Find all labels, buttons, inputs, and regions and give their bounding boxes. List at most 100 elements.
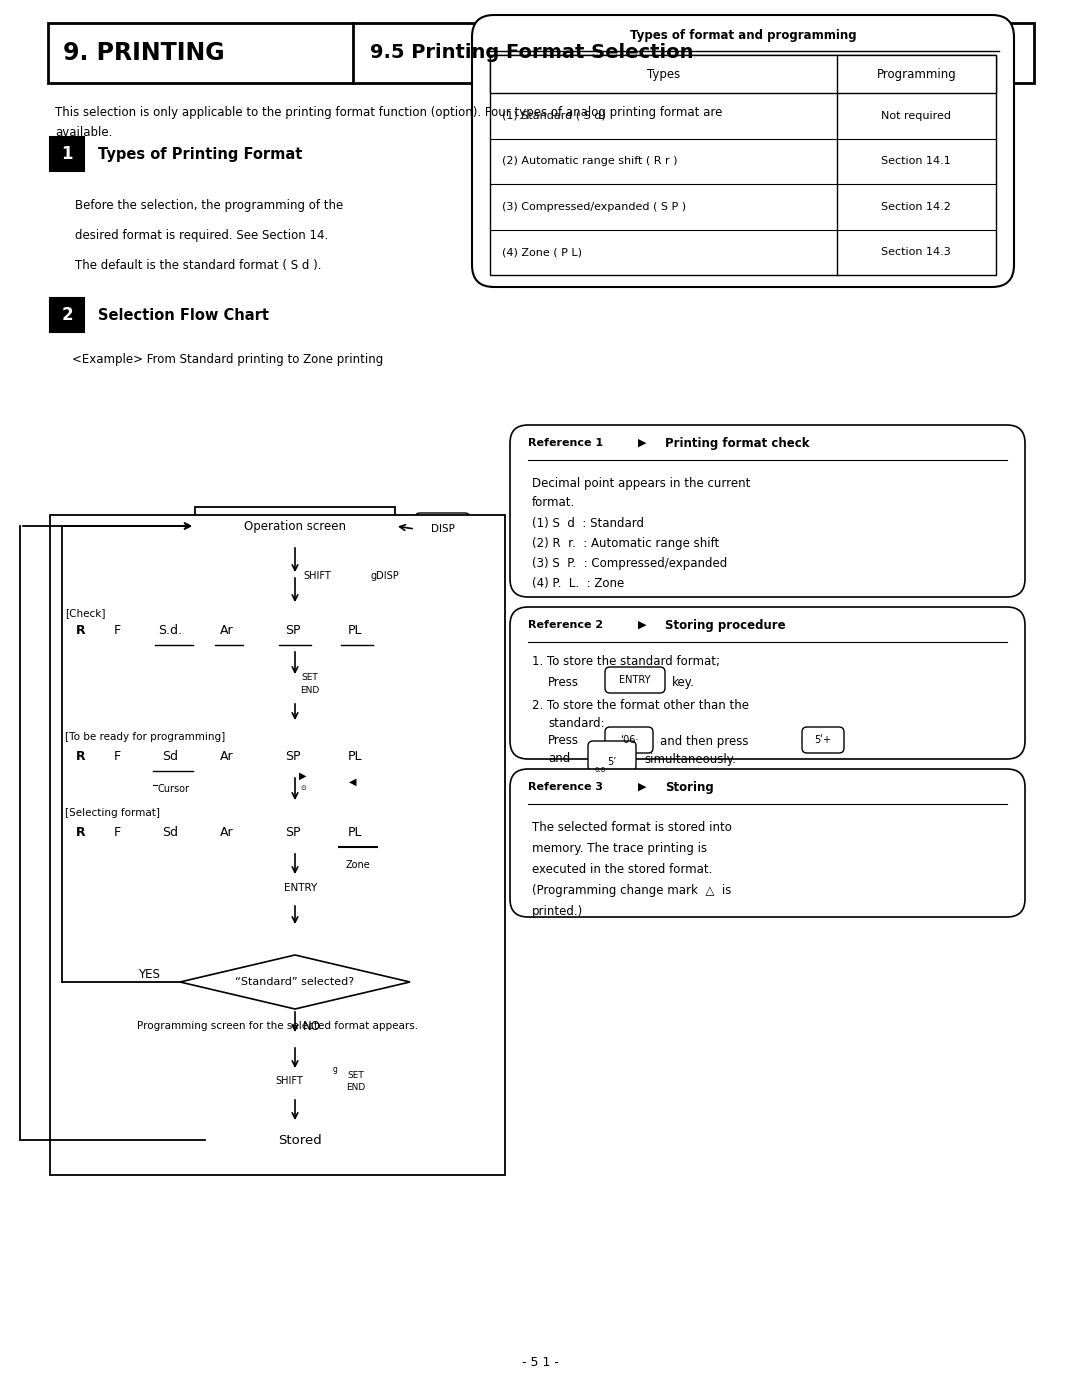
Text: SHIFT: SHIFT [303, 570, 332, 581]
Text: and: and [548, 753, 570, 766]
FancyBboxPatch shape [262, 1065, 318, 1097]
Text: Types of Printing Format: Types of Printing Format [98, 147, 302, 162]
FancyBboxPatch shape [65, 813, 97, 851]
Text: Ar: Ar [220, 826, 233, 838]
Text: SET: SET [301, 673, 318, 682]
Text: SP: SP [285, 750, 300, 763]
Text: R: R [77, 623, 85, 637]
Text: Cursor: Cursor [157, 784, 189, 793]
Text: ▶: ▶ [638, 782, 647, 792]
Text: YES: YES [138, 968, 160, 981]
Text: Zone: Zone [346, 861, 370, 870]
Text: ▶: ▶ [638, 620, 647, 630]
FancyBboxPatch shape [65, 813, 485, 851]
FancyBboxPatch shape [205, 1120, 395, 1160]
Text: ENTRY: ENTRY [619, 675, 651, 685]
Text: desired format is required. See Section 14.: desired format is required. See Section … [75, 229, 328, 242]
FancyBboxPatch shape [605, 726, 653, 753]
Text: ⊙: ⊙ [300, 785, 306, 791]
Text: (2) R  r.  : Automatic range shift: (2) R r. : Automatic range shift [532, 536, 719, 549]
Text: 5ʹ+: 5ʹ+ [814, 735, 832, 745]
FancyBboxPatch shape [78, 1007, 478, 1045]
Text: ▶: ▶ [299, 771, 307, 781]
Text: Section 14.1: Section 14.1 [881, 156, 951, 166]
FancyBboxPatch shape [291, 562, 345, 590]
Text: SP: SP [285, 826, 300, 838]
FancyBboxPatch shape [490, 54, 996, 94]
Text: Before the selection, the programming of the: Before the selection, the programming of… [75, 198, 343, 211]
FancyBboxPatch shape [605, 666, 665, 693]
FancyBboxPatch shape [50, 298, 84, 332]
Text: SP: SP [285, 623, 300, 637]
Text: Stored: Stored [279, 1133, 322, 1147]
Text: 1. To store the standard format;: 1. To store the standard format; [532, 655, 720, 669]
Text: PL: PL [348, 623, 362, 637]
Text: ‘06·: ‘06· [620, 735, 638, 745]
Text: ◀: ◀ [349, 777, 356, 787]
Text: S.d.: S.d. [158, 623, 183, 637]
Text: (1) S  d  : Standard: (1) S d : Standard [532, 517, 644, 529]
FancyBboxPatch shape [195, 507, 395, 545]
FancyBboxPatch shape [472, 15, 1014, 286]
Text: The default is the standard format ( S d ).: The default is the standard format ( S d… [75, 258, 322, 271]
Text: standard:: standard: [548, 717, 605, 729]
Text: (1) Standard ( S d): (1) Standard ( S d) [502, 110, 606, 120]
Text: Types: Types [647, 67, 680, 81]
Text: format.: format. [532, 496, 576, 510]
FancyBboxPatch shape [355, 562, 415, 590]
Text: 2. To store the format other than the: 2. To store the format other than the [532, 698, 750, 711]
FancyBboxPatch shape [65, 610, 485, 650]
Text: Storing procedure: Storing procedure [665, 619, 785, 631]
FancyBboxPatch shape [65, 738, 485, 775]
Text: (3) S  P.  : Compressed/expanded: (3) S P. : Compressed/expanded [532, 556, 727, 570]
Text: <Example> From Standard printing to Zone printing: <Example> From Standard printing to Zone… [72, 352, 383, 366]
Text: F: F [113, 826, 121, 838]
Text: (3) Compressed/expanded ( S P ): (3) Compressed/expanded ( S P ) [502, 201, 686, 212]
FancyBboxPatch shape [510, 608, 1025, 759]
FancyBboxPatch shape [334, 767, 372, 798]
Text: DISP: DISP [431, 524, 455, 534]
Text: Operation screen: Operation screen [244, 520, 346, 532]
FancyBboxPatch shape [65, 738, 97, 775]
Text: 9.5 Printing Format Selection: 9.5 Printing Format Selection [370, 43, 693, 63]
Text: Press: Press [548, 735, 579, 747]
Text: 0.8: 0.8 [595, 767, 606, 773]
Text: - 5 1 -: - 5 1 - [522, 1355, 558, 1369]
Text: 9. PRINTING: 9. PRINTING [63, 41, 225, 66]
Text: NO: NO [303, 1020, 321, 1034]
Text: Reference 3: Reference 3 [528, 782, 603, 792]
FancyBboxPatch shape [50, 137, 84, 170]
Text: [Selecting format]: [Selecting format] [65, 807, 160, 819]
Text: and then press: and then press [660, 735, 748, 747]
FancyBboxPatch shape [327, 1065, 384, 1097]
Text: This selection is only applicable to the printing format function (option). Four: This selection is only applicable to the… [55, 106, 723, 119]
Text: Programming: Programming [877, 67, 956, 81]
FancyBboxPatch shape [415, 513, 470, 545]
Text: (4) P.  L.  : Zone: (4) P. L. : Zone [532, 577, 624, 590]
FancyBboxPatch shape [490, 54, 996, 275]
Text: Section 14.2: Section 14.2 [881, 201, 951, 212]
Text: END: END [347, 1083, 366, 1091]
FancyBboxPatch shape [65, 610, 97, 650]
Text: memory. The trace printing is: memory. The trace printing is [532, 841, 707, 855]
Text: R: R [77, 750, 85, 763]
Text: Types of format and programming: Types of format and programming [630, 28, 856, 42]
Text: available.: available. [55, 126, 112, 138]
Text: printed.): printed.) [532, 904, 583, 918]
FancyBboxPatch shape [802, 726, 843, 753]
Text: [Check]: [Check] [65, 608, 106, 617]
Text: Ar: Ar [220, 750, 233, 763]
Text: Storing: Storing [665, 781, 714, 793]
Text: ENTRY: ENTRY [284, 883, 318, 893]
Text: Press: Press [548, 676, 579, 689]
FancyBboxPatch shape [588, 740, 636, 771]
Text: [To be ready for programming]: [To be ready for programming] [65, 732, 226, 742]
Text: Selection Flow Chart: Selection Flow Chart [98, 307, 269, 323]
Text: ▶: ▶ [638, 439, 647, 448]
Text: SET: SET [348, 1070, 364, 1080]
Text: Ar: Ar [220, 623, 233, 637]
Text: R: R [77, 826, 85, 838]
Text: “Standard” selected?: “Standard” selected? [235, 977, 354, 988]
Text: The selected format is stored into: The selected format is stored into [532, 820, 732, 834]
Text: (2) Automatic range shift ( R r ): (2) Automatic range shift ( R r ) [502, 156, 677, 166]
